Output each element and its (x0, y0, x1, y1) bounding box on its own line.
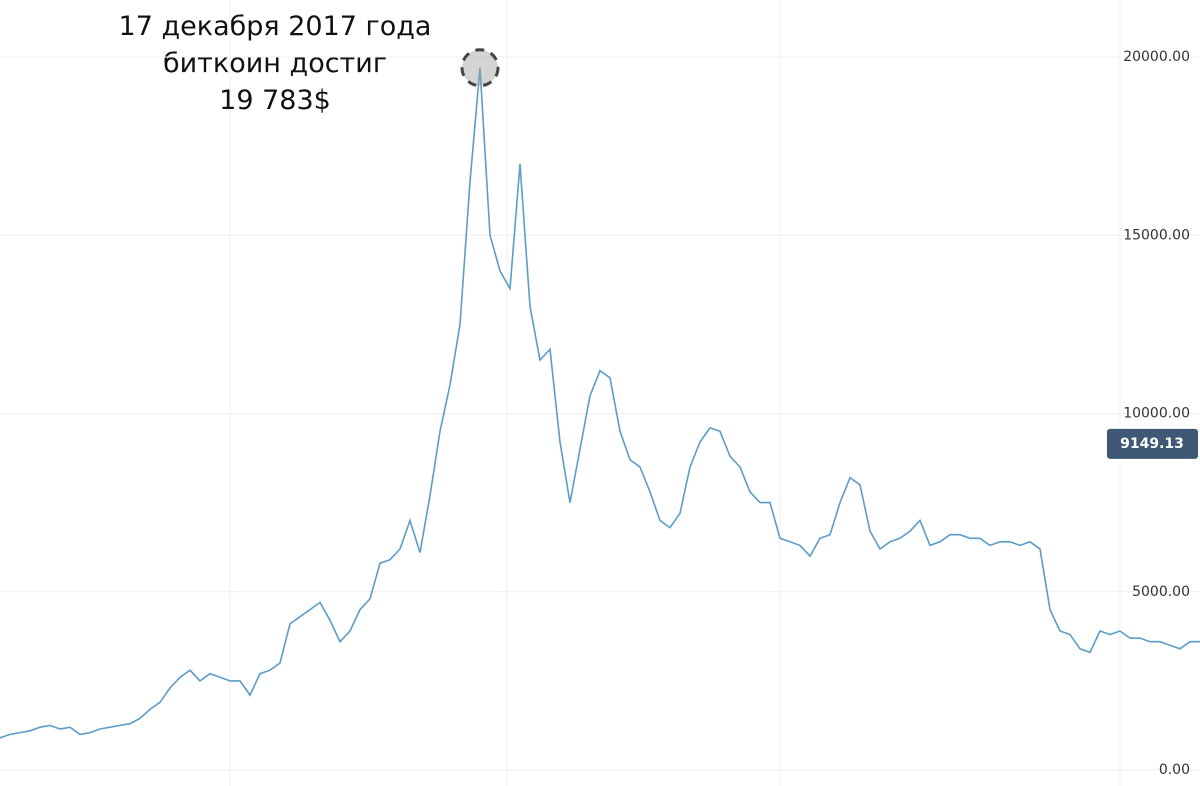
annotation: 19 783$ (219, 85, 331, 116)
peak-marker (460, 48, 500, 88)
y-tick-label: 10000.00 (1123, 406, 1190, 422)
last-price-box (1107, 428, 1198, 459)
y-tick-label: 5000.00 (1132, 584, 1190, 600)
last-price-label: 9149.13 (1120, 436, 1184, 452)
y-tick-label: 20000.00 (1123, 49, 1190, 65)
annotation: биткоин достиг (163, 48, 387, 79)
y-tick-label: 15000.00 (1123, 227, 1190, 243)
annotation: 17 декабря 2017 года (119, 11, 432, 42)
price-line (0, 67, 1200, 739)
y-tick-label: 0.00 (1159, 762, 1190, 778)
